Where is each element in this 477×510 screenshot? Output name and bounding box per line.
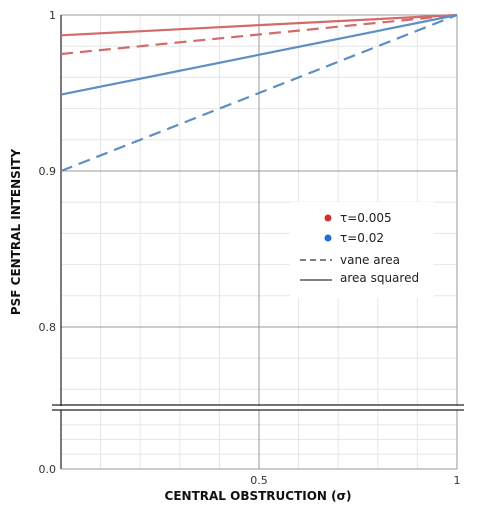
y-tick-label: 0.8 bbox=[39, 321, 57, 334]
y-axis-title: PSF CENTRAL INTENSITY bbox=[9, 149, 23, 316]
legend-label-vane-area: vane area bbox=[340, 253, 400, 267]
legend-label-area-squared: area squared bbox=[340, 271, 419, 285]
legend-marker-tau-0005 bbox=[324, 214, 332, 222]
x-axis-title: CENTRAL OBSTRUCTION (σ) bbox=[165, 489, 352, 503]
series-line-tau-0005-dashed bbox=[60, 13, 458, 56]
series-line-tau-0005-solid bbox=[60, 13, 458, 37]
y-tick-label: 1 bbox=[49, 9, 56, 22]
series-lines bbox=[60, 13, 458, 173]
legend-marker-tau-002 bbox=[324, 234, 332, 242]
axis-break-gap bbox=[50, 406, 465, 410]
x-tick-label: 0.5 bbox=[250, 474, 268, 487]
tick-labels: 1 0.9 0.8 0.0 0.5 1 bbox=[39, 9, 461, 487]
series-line-tau-002-solid bbox=[60, 13, 458, 96]
y-tick-label: 0.9 bbox=[39, 165, 57, 178]
x-tick-label: 1 bbox=[454, 474, 461, 487]
legend-box bbox=[290, 202, 434, 298]
axes bbox=[50, 15, 465, 470]
legend-label-tau-002: τ=0.02 bbox=[340, 231, 384, 245]
legend-label-tau-0005: τ=0.005 bbox=[340, 211, 392, 225]
legend: τ=0.005 τ=0.02 vane area area squared bbox=[290, 202, 434, 298]
series-line-tau-002-dashed bbox=[60, 13, 458, 173]
y-tick-label: 0.0 bbox=[39, 463, 57, 476]
